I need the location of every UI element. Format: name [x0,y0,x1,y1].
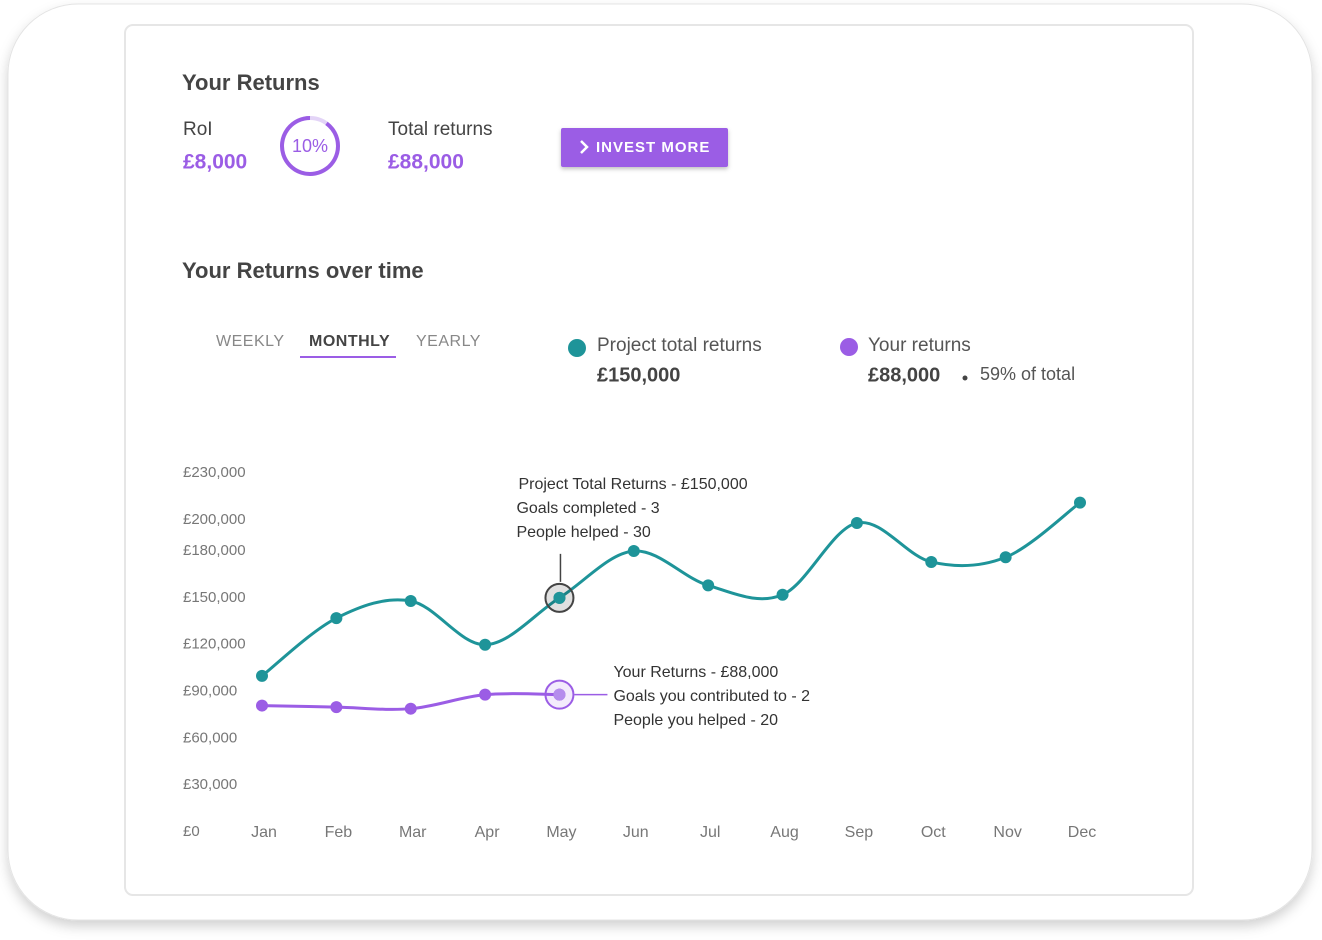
tooltip-line: Your Returns - £88,000 [613,664,778,681]
x-tick-label: Jul [700,824,720,841]
tab[interactable]: YEARLY [416,333,481,350]
x-tick-label: Sep [845,824,874,841]
point [553,688,566,701]
x-tick-label: Aug [770,824,798,841]
point [850,516,863,529]
section-title: Your Returns over time [182,258,424,283]
point [776,588,789,601]
tab[interactable]: MONTHLY [309,333,390,350]
y-tick-label: £60,000 [183,729,237,746]
point [925,555,938,568]
ring-label: 10% [292,136,328,156]
point [702,579,715,592]
point [330,612,343,625]
card [124,24,1194,896]
point [330,701,343,714]
x-tick-label: Jun [623,824,649,841]
ring [280,116,340,176]
y-tick-label: £200,000 [183,511,246,528]
ring-arc [280,116,340,176]
point [1074,496,1086,509]
y-tick-label: £90,000 [183,682,237,699]
button-label[interactable]: INVEST MORE [596,139,710,156]
x-tick-label: Mar [399,824,427,841]
point [404,702,417,715]
x-tick-label: Apr [475,824,501,841]
y-tick-label: £30,000 [183,776,237,793]
legend-label: Your returns [868,335,971,356]
tab[interactable]: WEEKLY [216,333,285,350]
y-tick-label: £230,000 [183,464,246,481]
point [256,669,268,682]
legend-dot [568,339,586,357]
tooltip-line: Goals completed - 3 [516,500,659,517]
y-tick-label: £150,000 [183,589,246,606]
x-tick-label: Jan [251,824,277,841]
separator-dot [962,375,968,381]
point [479,688,492,701]
roi-label: RoI [183,119,213,140]
invest-button[interactable]: INVEST MORE [561,128,728,167]
x-tick-label: Dec [1068,824,1096,841]
chart: £0 £30,000 £60,000 £90,000 £120,000 £150,000 £… [183,464,1096,841]
tooltip-line: People helped - 30 [516,524,650,541]
button-bg[interactable] [561,128,728,167]
roi-value: £8,000 [183,151,247,174]
point [627,545,640,558]
x-tick-label: Feb [325,824,353,841]
tooltip-line: People you helped - 20 [613,712,778,729]
y-tick-label: £180,000 [183,542,246,559]
legend-note: 59% of total [980,364,1075,384]
x-tick-label: Nov [993,824,1021,841]
point [479,638,492,651]
tooltip-line: Goals you contributed to - 2 [613,688,810,705]
chevron [580,140,589,154]
y-tick-label: £120,000 [183,636,246,653]
x-tick-label: May [546,824,576,841]
point [404,594,417,607]
legend-amount: £88,000 [868,364,940,386]
total-value: £88,000 [388,151,464,174]
point [256,699,268,712]
title: Your Returns [182,70,320,95]
legend-label: Project total returns [597,335,762,356]
y-tick-label: £0 [183,823,200,840]
point [999,551,1012,564]
total-label: Total returns [388,119,493,140]
tabs: WEEKLY MONTHLY YEARLY [216,333,481,358]
x-tick-label: Oct [921,824,946,841]
point [553,591,566,604]
legend-dot [840,338,858,356]
legend-amount: £150,000 [597,364,680,386]
tooltip-line: Project Total Returns - £150,000 [518,476,747,493]
